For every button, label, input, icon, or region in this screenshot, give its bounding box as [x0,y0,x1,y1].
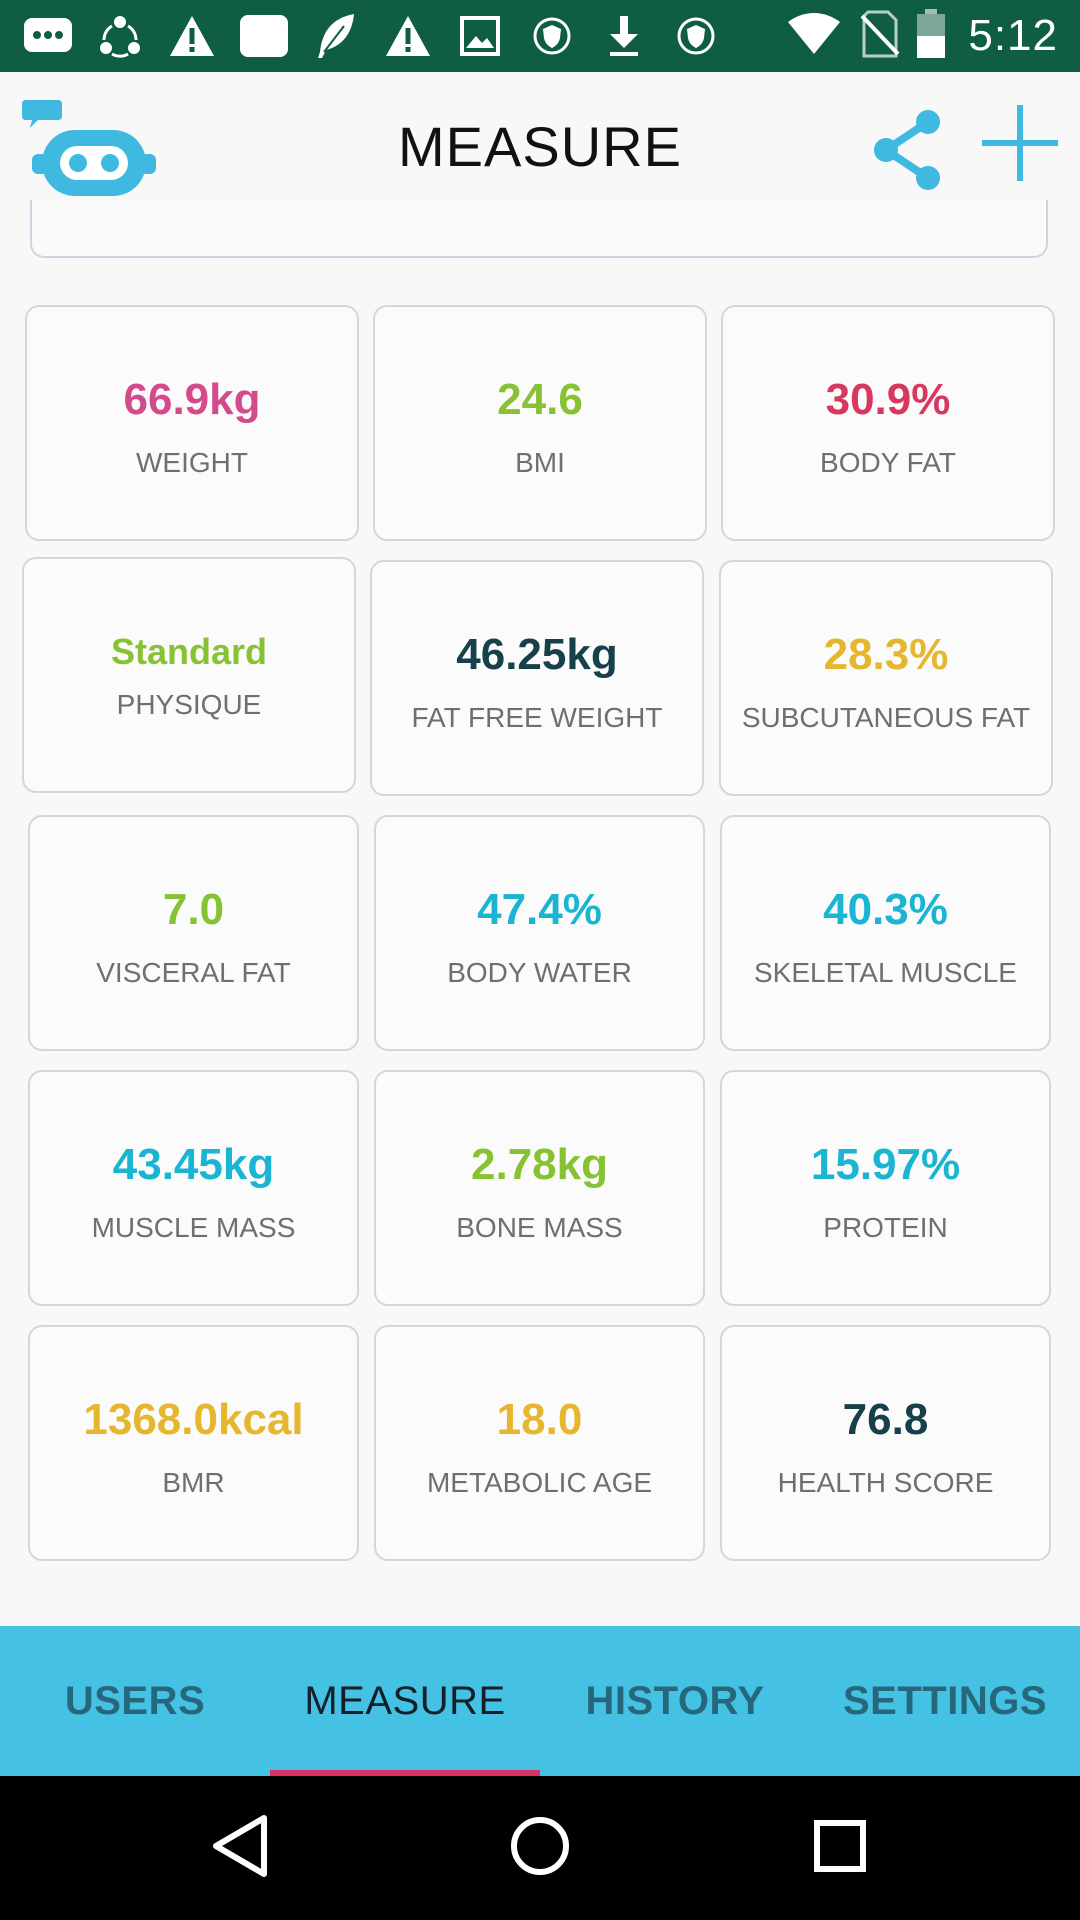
share-button[interactable] [858,102,958,202]
metric-card-skeletal-muscle[interactable]: 40.3% SKELETAL MUSCLE [720,815,1051,1051]
metric-card-fat-free-weight[interactable]: 46.25kg FAT FREE WEIGHT [370,560,704,796]
tab-measure[interactable]: MEASURE [304,1679,506,1723]
warning-icon [166,10,218,62]
feather-icon [310,10,362,62]
metric-card-weight[interactable]: 66.9kg WEIGHT [25,305,359,541]
tab-users[interactable]: USERS [64,1679,206,1723]
metric-value: 2.78kg [471,1140,608,1189]
bottom-tab-bar: USERS MEASURE HISTORY SETTINGS [0,1626,1080,1776]
metric-value: 40.3% [823,885,948,934]
metric-value: 1368.0kcal [83,1395,304,1444]
download-icon [598,10,650,62]
back-icon [210,1814,270,1883]
metric-card-muscle-mass[interactable]: 43.45kg MUSCLE MASS [28,1070,359,1306]
metric-card-body-water[interactable]: 47.4% BODY WATER [374,815,705,1051]
metric-value: 18.0 [496,1395,583,1444]
metric-value: 66.9kg [123,375,261,424]
metric-card-metabolic-age[interactable]: 18.0 METABOLIC AGE [374,1325,705,1561]
metric-value: 24.6 [497,375,583,424]
metric-label: SKELETAL MUSCLE [754,957,1017,988]
metric-value: 46.25kg [456,630,618,679]
metric-label: BMR [162,1467,225,1498]
metric-card-visceral-fat[interactable]: 7.0 VISCERAL FAT [28,815,359,1051]
metric-label: SUBCUTANEOUS FAT [741,702,1031,733]
metric-value: Standard [110,631,268,672]
metric-card-subcutaneous-fat[interactable]: 28.3% SUBCUTANEOUS FAT [719,560,1053,796]
no-sim-icon [860,10,900,63]
recents-icon [814,1819,866,1877]
metric-card-health-score[interactable]: 76.8 HEALTH SCORE [720,1325,1051,1561]
share-icon [870,108,946,197]
metric-value: 76.8 [842,1395,929,1444]
battery-icon [916,8,946,64]
recents-button[interactable] [790,1798,890,1898]
metric-label: BODY FAT [820,447,956,478]
metric-label: VISCERAL FAT [96,957,291,988]
metric-label: WEIGHT [136,447,248,478]
message-icon [22,10,74,62]
system-status-icons: 5:12 [786,8,1058,64]
metric-value: 15.97% [810,1140,961,1189]
metric-label: BODY WATER [447,957,632,988]
metric-card-protein[interactable]: 15.97% PROTEIN [720,1070,1051,1306]
wifi-icon [786,12,842,61]
metric-card-bone-mass[interactable]: 2.78kg BONE MASS [374,1070,705,1306]
shield-icon [526,10,578,62]
metric-card-bmi[interactable]: 24.6 BMI [373,305,707,541]
metric-label: BMI [515,447,565,478]
metric-value: 30.9% [825,375,951,424]
metric-label: BONE MASS [456,1212,623,1243]
sync-icon [94,10,146,62]
metric-label: PHYSIQUE [116,689,262,720]
shield-icon [670,10,722,62]
metric-label: METABOLIC AGE [426,1467,653,1498]
square-icon [238,10,290,62]
metric-label: PROTEIN [823,1212,948,1243]
system-nav-bar [0,1776,1080,1920]
notification-icons [22,10,742,62]
tab-history[interactable]: HISTORY [585,1679,765,1723]
metric-card-physique[interactable]: Standard PHYSIQUE [22,557,356,793]
tab-settings[interactable]: SETTINGS [842,1679,1048,1723]
back-button[interactable] [190,1798,290,1898]
clock: 5:12 [968,11,1058,60]
image-icon [454,10,506,62]
home-icon [510,1816,570,1881]
metric-card-bmr[interactable]: 1368.0kcal BMR [28,1325,359,1561]
metric-label: HEALTH SCORE [777,1467,994,1498]
metric-card-body-fat[interactable]: 30.9% BODY FAT [721,305,1055,541]
active-tab-indicator [270,1770,540,1776]
robot-chat-logo[interactable] [22,96,158,198]
metric-value: 47.4% [477,885,602,934]
home-button[interactable] [490,1798,590,1898]
metric-value: 7.0 [162,885,225,934]
add-measurement-button[interactable] [975,100,1065,190]
warning-icon [382,10,434,62]
metric-value: 43.45kg [112,1140,275,1189]
metric-label: MUSCLE MASS [91,1212,296,1243]
previous-card-edge [30,200,1048,258]
metric-value: 28.3% [823,630,949,679]
status-bar: 5:12 [0,0,1080,72]
page-title: MEASURE [398,115,682,178]
metric-label: FAT FREE WEIGHT [411,702,663,733]
plus-icon [980,103,1060,188]
